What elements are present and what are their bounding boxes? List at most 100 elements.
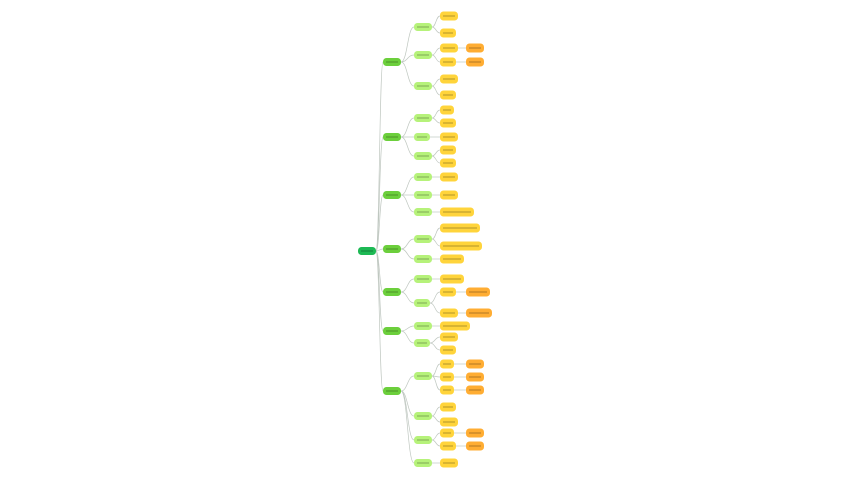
topic-text (386, 390, 398, 392)
connector (400, 291, 415, 304)
connector (431, 406, 441, 417)
topic-text (386, 291, 398, 293)
topic-node (440, 223, 480, 233)
topic-text (386, 136, 398, 138)
topic-text (469, 376, 481, 378)
topic-node (414, 23, 432, 31)
topic-text (417, 238, 429, 240)
topic-node (383, 327, 401, 335)
topic-text (417, 302, 427, 304)
topic-node (440, 172, 458, 182)
topic-text (443, 94, 453, 96)
topic-node (440, 90, 456, 100)
connector (400, 238, 415, 250)
topic-text (469, 445, 481, 447)
topic-node (466, 43, 484, 53)
topic-node (414, 436, 432, 444)
topic-text (417, 194, 429, 196)
topic-node (440, 428, 454, 438)
topic-node (440, 372, 454, 382)
topic-text (443, 325, 467, 327)
topic-text (417, 439, 429, 441)
topic-node (414, 133, 430, 141)
topic-text (361, 250, 373, 252)
topic-text (443, 149, 453, 151)
connector (431, 15, 441, 28)
connector (400, 248, 415, 260)
connector (400, 176, 415, 196)
topic-node (440, 74, 458, 84)
topic-node (440, 11, 458, 21)
topic-text (469, 389, 481, 391)
connector (429, 336, 441, 344)
topic-text (443, 258, 461, 260)
topic-text (386, 61, 398, 63)
connector (429, 291, 441, 304)
topic-text (443, 291, 453, 293)
topic-node (440, 402, 456, 412)
topic-text (417, 54, 429, 56)
topic-node (414, 191, 432, 199)
connector (431, 375, 441, 391)
connector (431, 78, 441, 87)
topic-node (414, 339, 430, 347)
connector (431, 149, 441, 157)
connector (429, 302, 441, 314)
topic-node (383, 387, 401, 395)
topic-node (414, 459, 432, 467)
connector (400, 26, 415, 63)
topic-node (440, 105, 454, 115)
topic-node (383, 288, 401, 296)
nodes (358, 11, 492, 468)
topic-node (440, 345, 456, 355)
topic-node (440, 287, 456, 297)
connector (431, 238, 441, 247)
topic-node (414, 152, 432, 160)
topic-text (417, 211, 429, 213)
topic-text (443, 211, 471, 213)
topic-node (414, 235, 432, 243)
topic-text (417, 26, 429, 28)
topic-text (386, 248, 398, 250)
topic-text (443, 349, 453, 351)
topic-text (386, 330, 398, 332)
topic-node (440, 190, 458, 200)
topic-text (469, 312, 489, 314)
topic-node (440, 441, 456, 451)
topic-text (417, 278, 429, 280)
connector (400, 375, 415, 392)
topic-node (414, 322, 432, 330)
topic-node (440, 145, 456, 155)
topic-text (417, 462, 429, 464)
topic-node (440, 417, 458, 427)
topic-node (414, 412, 432, 420)
topic-node (414, 275, 432, 283)
topic-text (443, 15, 455, 17)
topic-node (466, 385, 484, 395)
topic-node (414, 82, 432, 90)
connector (400, 390, 415, 464)
topic-node (414, 114, 432, 122)
topic-text (443, 445, 453, 447)
topic-node (414, 299, 430, 307)
topic-node (383, 58, 401, 66)
topic-node (383, 245, 401, 253)
connector (400, 194, 415, 213)
topic-node (466, 441, 484, 451)
topic-text (443, 421, 455, 423)
topic-text (443, 47, 455, 49)
topic-node (414, 372, 432, 380)
topic-node (440, 254, 464, 264)
topic-node (466, 57, 484, 67)
connector (400, 136, 415, 157)
topic-text (417, 136, 427, 138)
topic-node (440, 458, 458, 468)
topic-text (386, 194, 398, 196)
topic-node (414, 208, 432, 216)
topic-text (443, 336, 455, 338)
topic-node (466, 372, 484, 382)
topic-node (383, 133, 401, 141)
topic-node (414, 255, 432, 263)
connector (429, 342, 441, 351)
topic-node (440, 207, 474, 217)
